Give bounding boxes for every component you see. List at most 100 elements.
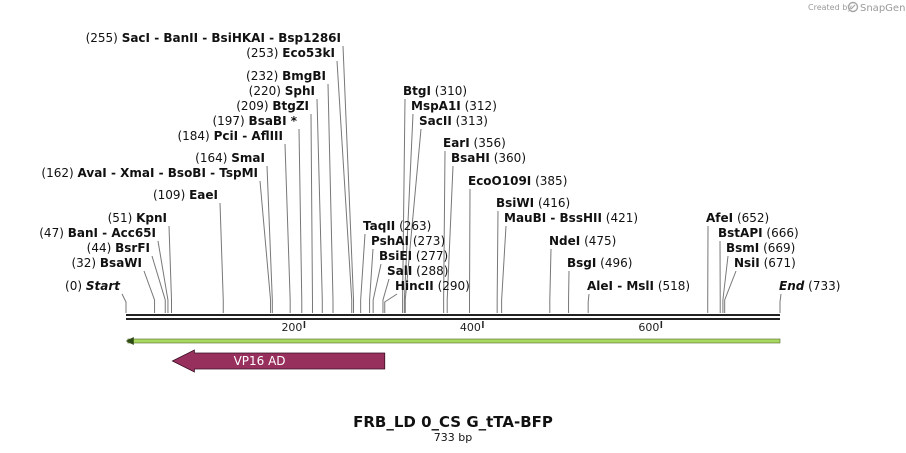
cut-site-label[interactable]: EcoO109I (385) bbox=[468, 174, 567, 188]
orf-line[interactable] bbox=[125, 337, 781, 345]
cut-site-position: (109) bbox=[153, 188, 185, 202]
cut-site-label[interactable]: (255) SacI - BanII - BsiHKAI - Bsp1286I bbox=[86, 31, 341, 45]
orf-arrow-icon bbox=[125, 337, 134, 345]
cut-site-lines bbox=[121, 45, 782, 313]
sequence-title: FRB_LD 0_CS G_tTA-BFP bbox=[353, 413, 553, 431]
cut-site-position: (184) bbox=[177, 129, 209, 143]
enzyme-name: - MslI bbox=[613, 279, 654, 293]
cut-site-position: (164) bbox=[195, 151, 227, 165]
cut-site-label[interactable]: (253) Eco53kI bbox=[246, 46, 335, 60]
cut-site-position: (669) bbox=[763, 241, 795, 255]
cut-site-label[interactable]: (32) BsaWI bbox=[71, 256, 142, 270]
enzyme-name: MspA1I bbox=[411, 99, 461, 113]
cut-site-position: (277) bbox=[416, 249, 448, 263]
cut-site-label[interactable]: (164) SmaI bbox=[195, 151, 265, 165]
enzyme-name: BsrFI bbox=[115, 241, 150, 255]
enzyme-name: AfeI bbox=[706, 211, 733, 225]
cut-site-position: (162) bbox=[41, 166, 73, 180]
enzyme-name: - XmaI bbox=[107, 166, 155, 180]
enzyme-name: EaeI bbox=[189, 188, 218, 202]
cut-site-label[interactable]: (162) AvaI - XmaI - BsoBI - TspMI bbox=[41, 166, 258, 180]
cut-site-line bbox=[402, 98, 406, 313]
brand-name: SnapGene bbox=[860, 3, 906, 14]
cut-site-position: (310) bbox=[435, 84, 467, 98]
cut-site-label[interactable]: PshAI (273) bbox=[371, 234, 445, 248]
cut-site-label[interactable]: BsmI (669) bbox=[726, 241, 795, 255]
enzyme-name: - TspMI bbox=[206, 166, 258, 180]
enzyme-name: BsmI bbox=[726, 241, 759, 255]
snapgene-logo-icon bbox=[847, 1, 859, 13]
cut-site-position: (421) bbox=[606, 211, 638, 225]
cut-site-label[interactable]: TaqII (263) bbox=[363, 219, 431, 233]
enzyme-name: - BsoBI bbox=[154, 166, 205, 180]
enzyme-name: MauBI bbox=[504, 211, 546, 225]
cut-site-label[interactable]: SalI (288) bbox=[387, 264, 448, 278]
feature-label: VP16 AD bbox=[234, 354, 286, 368]
ruler-ticks: 200 400 600 bbox=[281, 321, 663, 334]
cut-site-line bbox=[446, 165, 454, 313]
cut-site-label[interactable]: (184) PciI - AflIII bbox=[177, 129, 283, 143]
cut-site-line bbox=[722, 255, 729, 313]
cut-site-line bbox=[549, 248, 552, 313]
cut-site-label[interactable]: BsgI (496) bbox=[567, 256, 632, 270]
cut-site-line bbox=[336, 60, 353, 313]
enzyme-name: SphI bbox=[285, 84, 315, 98]
cut-site-line bbox=[310, 113, 313, 313]
enzyme-name: PshAI bbox=[371, 234, 409, 248]
cut-site-position: (253) bbox=[246, 46, 278, 60]
cut-site-line bbox=[382, 278, 390, 313]
enzyme-name: SalI bbox=[387, 264, 412, 278]
cut-site-label[interactable]: (220) SphI bbox=[249, 84, 315, 98]
cut-site-line bbox=[342, 45, 355, 313]
cut-site-position: (313) bbox=[456, 114, 488, 128]
cut-site-label[interactable]: AleI - MslI (518) bbox=[587, 279, 690, 293]
cut-site-label[interactable]: MauBI - BssHII (421) bbox=[504, 211, 638, 225]
cut-site-label[interactable]: NsiI (671) bbox=[734, 256, 796, 270]
cut-site-position: (290) bbox=[438, 279, 470, 293]
cut-site-label[interactable]: (47) BanI - Acc65I bbox=[39, 226, 156, 240]
cut-site-label[interactable]: SacII (313) bbox=[419, 114, 488, 128]
cut-site-label[interactable]: (109) EaeI bbox=[153, 188, 218, 202]
cut-site-line bbox=[168, 225, 173, 313]
enzyme-name: NsiI bbox=[734, 256, 760, 270]
dna-backbone bbox=[126, 314, 780, 320]
cut-site-label[interactable]: NdeI (475) bbox=[549, 234, 616, 248]
cut-site-line bbox=[384, 293, 398, 313]
cut-site-label[interactable]: HincII (290) bbox=[395, 279, 470, 293]
cut-site-label[interactable]: BstAPI (666) bbox=[718, 226, 799, 240]
enzyme-name: SmaI bbox=[231, 151, 265, 165]
cut-site-label[interactable]: (209) BtgZI bbox=[236, 99, 309, 113]
feature-arrow[interactable] bbox=[171, 349, 386, 373]
cut-site-label[interactable]: AfeI (652) bbox=[706, 211, 769, 225]
enzyme-name: BtgI bbox=[403, 84, 431, 98]
cut-site-label[interactable]: BsiEI (277) bbox=[379, 249, 448, 263]
cut-site-label[interactable]: (232) BmgBI bbox=[246, 69, 326, 83]
enzyme-name: - Bsp1286I bbox=[265, 31, 341, 45]
cut-site-label[interactable]: (44) BsrFI bbox=[87, 241, 150, 255]
cut-site-line bbox=[404, 128, 422, 313]
enzyme-name: - AflIII bbox=[238, 129, 283, 143]
enzyme-name: - Acc65I bbox=[98, 226, 156, 240]
cut-site-label[interactable]: BsiWI (416) bbox=[496, 196, 570, 210]
sequence-end-label[interactable]: End (733) bbox=[779, 279, 840, 293]
cut-site-position: (416) bbox=[538, 196, 570, 210]
cut-site-label[interactable]: (51) KpnI bbox=[108, 211, 167, 225]
enzyme-name: BstAPI bbox=[718, 226, 763, 240]
ruler-tick-label: 400 bbox=[460, 321, 481, 334]
cut-site-label[interactable]: MspA1I (312) bbox=[411, 99, 497, 113]
cut-site-position: (385) bbox=[535, 174, 567, 188]
snapgene-brand: Created by SnapGene bbox=[808, 1, 906, 14]
enzyme-name: AleI bbox=[587, 279, 613, 293]
enzyme-name: AvaI bbox=[78, 166, 107, 180]
cut-site-label[interactable]: (197) BsaBI * bbox=[212, 114, 297, 128]
sequence-end-label[interactable]: (0) Start bbox=[65, 279, 121, 293]
cut-site-label[interactable]: BsaHI (360) bbox=[451, 151, 526, 165]
cut-site-label[interactable]: BtgI (310) bbox=[403, 84, 467, 98]
enzyme-name: NdeI bbox=[549, 234, 580, 248]
cut-site-position: (220) bbox=[249, 84, 281, 98]
cut-site-line bbox=[587, 293, 590, 313]
features: VP16 AD bbox=[171, 349, 386, 373]
enzyme-name: - BanII bbox=[150, 31, 198, 45]
cut-site-label[interactable]: EarI (356) bbox=[443, 136, 506, 150]
